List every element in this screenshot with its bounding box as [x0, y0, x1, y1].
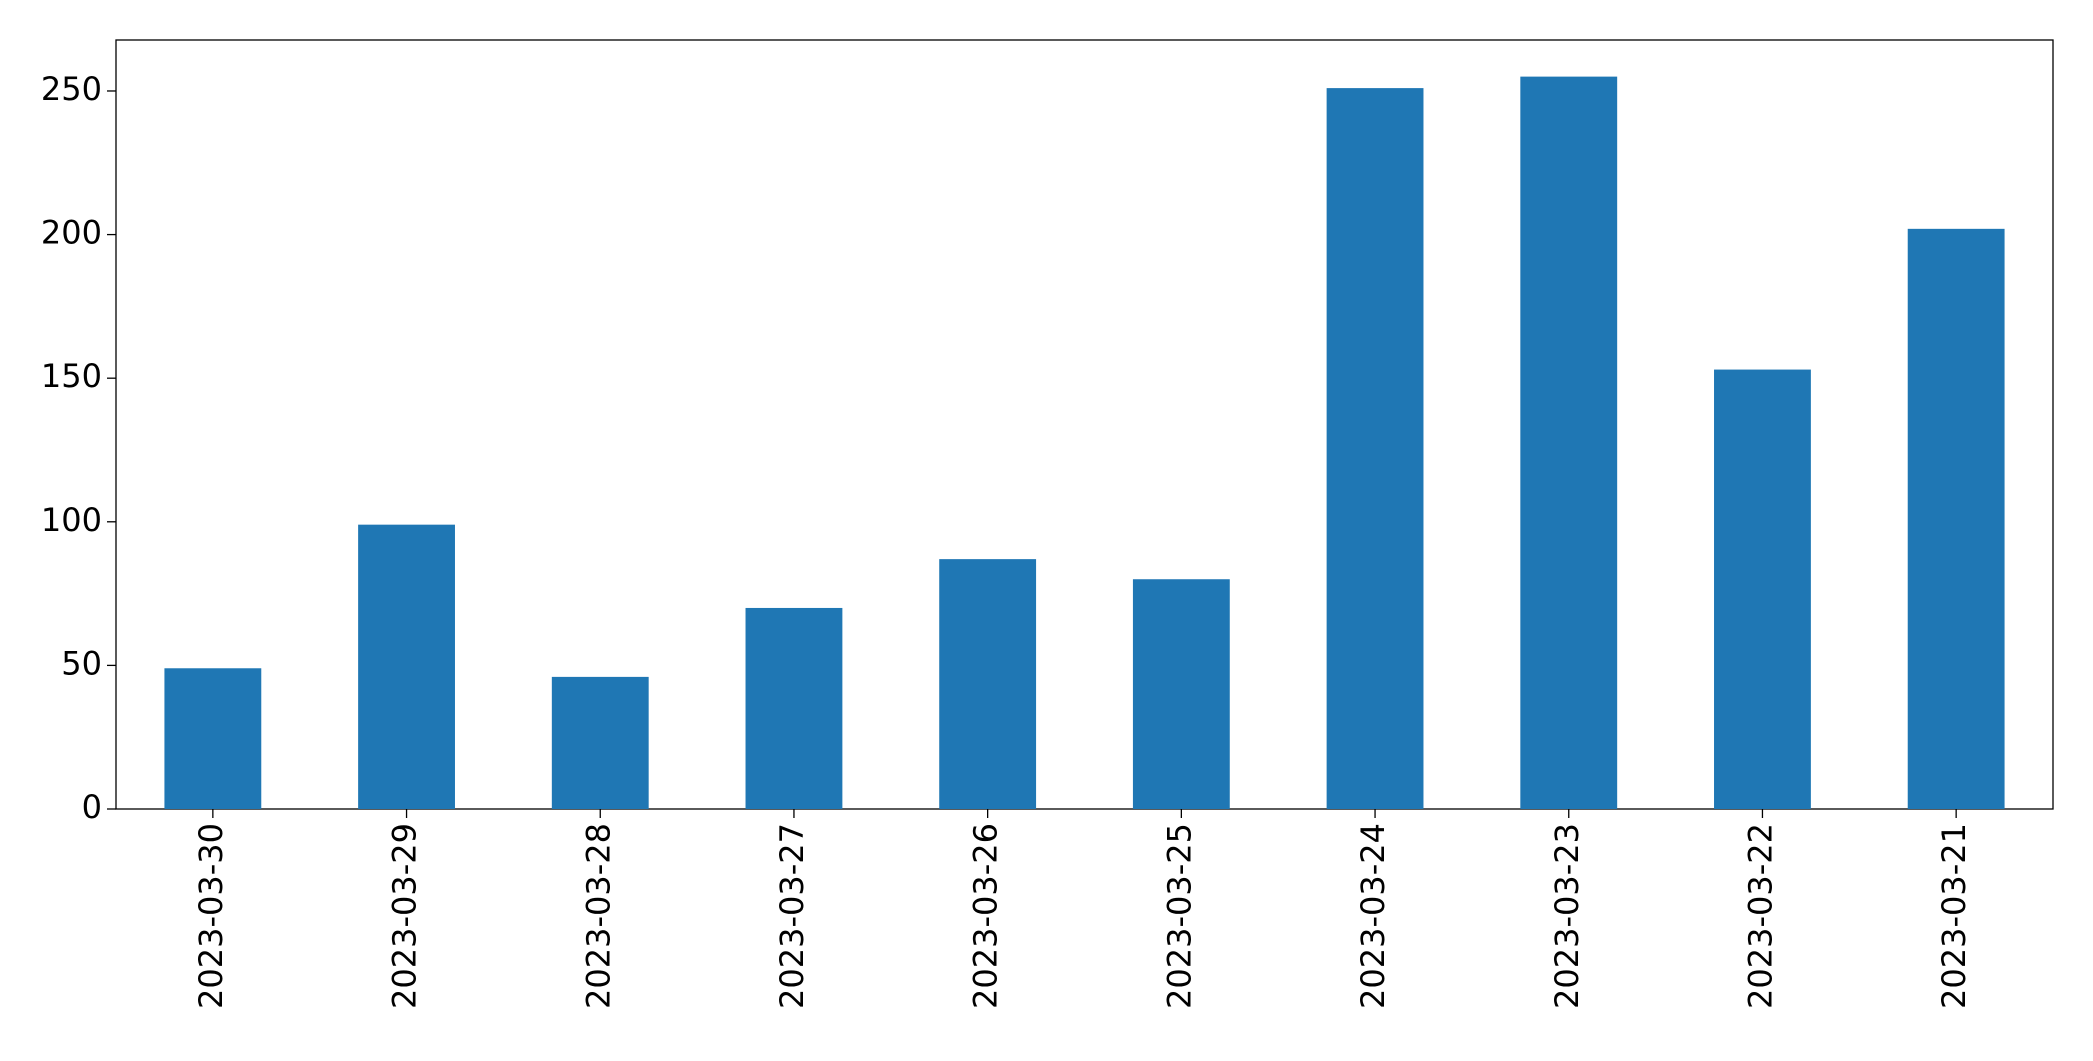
y-tick-label: 150 — [41, 357, 102, 395]
bar — [1907, 228, 2005, 809]
x-tick-label: 2023-03-23 — [1548, 823, 1586, 1009]
x-tick-label: 2023-03-30 — [192, 823, 230, 1009]
x-tick-label: 2023-03-26 — [967, 823, 1005, 1009]
y-tick-label: 100 — [41, 501, 102, 539]
y-tick-label: 0 — [82, 788, 102, 826]
y-tick-label: 50 — [61, 644, 102, 682]
bar — [551, 676, 649, 809]
bar — [164, 668, 262, 809]
bar — [358, 524, 455, 809]
x-tick-label: 2023-03-24 — [1354, 823, 1392, 1009]
bar — [1520, 76, 1618, 810]
axes-frame — [115, 39, 2054, 810]
x-tick-label: 2023-03-25 — [1160, 823, 1198, 1009]
bar — [939, 559, 1037, 809]
x-tick-label: 2023-03-28 — [579, 823, 617, 1009]
bar — [745, 607, 843, 809]
x-tick-label: 2023-03-21 — [1935, 823, 1973, 1009]
bar — [1714, 369, 1811, 809]
bar — [1326, 88, 1424, 810]
x-tick-label: 2023-03-27 — [773, 823, 811, 1009]
y-tick-label: 200 — [41, 214, 102, 252]
bar — [1132, 579, 1230, 809]
y-tick-label: 250 — [41, 70, 102, 108]
x-tick-label: 2023-03-22 — [1741, 823, 1779, 1009]
x-tick-label: 2023-03-29 — [386, 823, 424, 1009]
